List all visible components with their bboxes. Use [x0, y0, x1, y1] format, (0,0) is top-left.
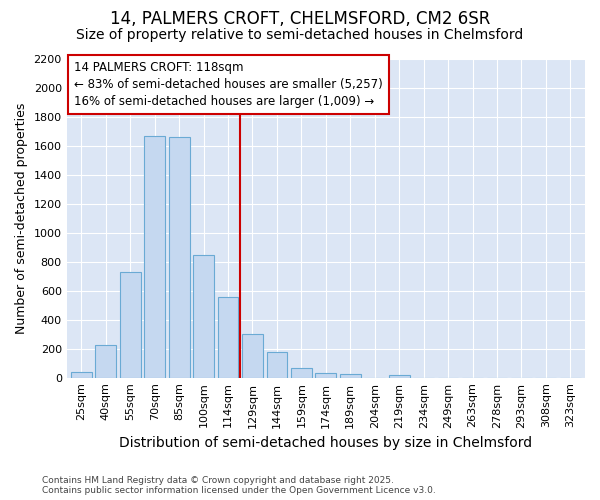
Text: 14 PALMERS CROFT: 118sqm
← 83% of semi-detached houses are smaller (5,257)
16% o: 14 PALMERS CROFT: 118sqm ← 83% of semi-d…	[74, 61, 383, 108]
Text: Contains HM Land Registry data © Crown copyright and database right 2025.
Contai: Contains HM Land Registry data © Crown c…	[42, 476, 436, 495]
Bar	[144, 136, 165, 378]
Bar	[291, 368, 312, 378]
Bar	[169, 137, 190, 378]
Bar	[193, 256, 214, 378]
Y-axis label: Number of semi-detached properties: Number of semi-detached properties	[15, 102, 28, 334]
Text: 14, PALMERS CROFT, CHELMSFORD, CM2 6SR: 14, PALMERS CROFT, CHELMSFORD, CM2 6SR	[110, 10, 490, 28]
Bar	[316, 372, 336, 378]
Bar	[242, 334, 263, 378]
Bar	[218, 296, 238, 378]
Text: Size of property relative to semi-detached houses in Chelmsford: Size of property relative to semi-detach…	[76, 28, 524, 42]
Bar	[120, 272, 140, 378]
X-axis label: Distribution of semi-detached houses by size in Chelmsford: Distribution of semi-detached houses by …	[119, 436, 532, 450]
Bar	[389, 375, 410, 378]
Bar	[340, 374, 361, 378]
Bar	[71, 372, 92, 378]
Bar	[95, 345, 116, 378]
Bar	[266, 352, 287, 378]
